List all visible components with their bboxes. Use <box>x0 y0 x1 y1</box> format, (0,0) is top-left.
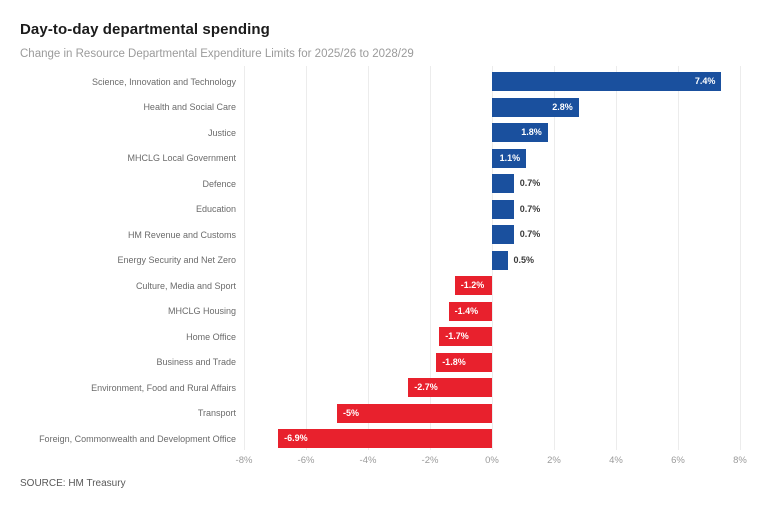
value-label: 0.5% <box>513 254 535 265</box>
positive-bar <box>492 199 514 219</box>
gridline <box>616 66 617 450</box>
gridline <box>244 66 245 450</box>
value-label: -5% <box>343 407 360 418</box>
category-label: Energy Security and Net Zero <box>117 255 236 265</box>
value-label: 1.8% <box>521 127 542 137</box>
value-label: 0.7% <box>519 178 541 188</box>
value-label: -1.4% <box>454 305 479 316</box>
x-tick-label: 0% <box>485 455 499 466</box>
category-label: MHCLG Local Government <box>127 153 236 163</box>
category-label: Culture, Media and Sport <box>135 280 236 291</box>
x-tick-label: 2% <box>547 455 561 466</box>
category-label: HM Revenue and Customs <box>127 229 236 240</box>
negative-bar <box>448 301 492 321</box>
category-label: Defence <box>202 178 236 189</box>
value-label: -1.2% <box>460 280 485 290</box>
x-tick-label: -4% <box>359 455 377 466</box>
gridline <box>430 66 431 450</box>
positive-bar <box>492 225 514 244</box>
page-title: Day-to-day departmental spending <box>20 21 270 38</box>
x-tick-label: 8% <box>733 455 747 466</box>
value-label: 0.7% <box>519 229 541 239</box>
x-tick-label: -8% <box>235 455 253 466</box>
gridline <box>554 66 555 450</box>
page-subtitle: Change in Resource Departmental Expendit… <box>20 48 414 60</box>
positive-bar <box>492 148 527 168</box>
source-note: SOURCE: HM Treasury <box>20 478 126 489</box>
category-label: Environment, Food and Rural Affairs <box>91 382 236 393</box>
category-label: Foreign, Commonwealth and Development Of… <box>39 433 236 444</box>
value-label: -6.9% <box>284 433 308 443</box>
value-label: -1.8% <box>442 356 466 367</box>
value-label: -2.7% <box>414 382 438 392</box>
positive-bar <box>492 174 514 193</box>
positive-bar <box>492 123 548 142</box>
category-label: Education <box>195 204 236 214</box>
positive-bar <box>492 250 508 270</box>
category-label: Home Office <box>186 331 236 342</box>
gridline <box>678 66 679 450</box>
category-label: MHCLG Housing <box>167 306 236 316</box>
value-label: -1.7% <box>445 331 469 341</box>
gridline <box>368 66 369 450</box>
negative-bar <box>408 378 492 397</box>
x-tick-label: -2% <box>421 455 439 466</box>
category-label: Business and Trade <box>156 357 236 367</box>
value-label: 7.4% <box>694 76 716 86</box>
negative-bar <box>454 276 492 295</box>
x-tick-label: 6% <box>671 455 685 466</box>
x-tick-label: -6% <box>297 455 315 466</box>
negative-bar <box>439 327 492 346</box>
category-label: Health and Social Care <box>143 102 236 112</box>
value-label: 0.7% <box>519 203 541 214</box>
category-label: Science, Innovation and Technology <box>92 76 236 87</box>
gridline <box>306 66 307 450</box>
category-label: Transport <box>197 408 236 418</box>
category-label: Justice <box>207 127 236 138</box>
negative-bar <box>436 352 492 372</box>
x-tick-label: 4% <box>609 455 623 466</box>
positive-bar <box>492 72 722 91</box>
value-label: 2.8% <box>552 101 573 112</box>
positive-bar <box>492 97 579 117</box>
negative-bar <box>278 429 492 448</box>
value-label: 1.1% <box>499 152 521 163</box>
gridline <box>740 66 741 450</box>
negative-bar <box>337 403 492 423</box>
